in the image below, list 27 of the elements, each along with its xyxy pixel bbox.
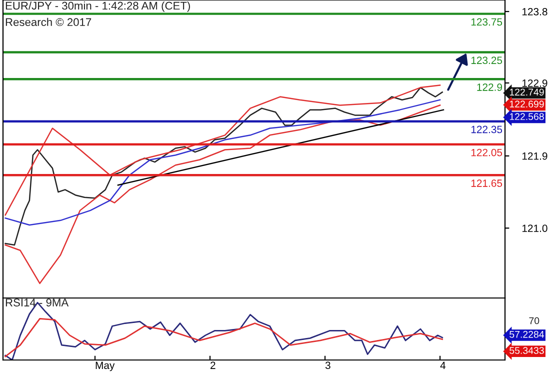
text: 122.749: [510, 88, 544, 96]
y-tick-label: 121.9: [522, 152, 548, 160]
line-series: [4, 86, 443, 246]
x-tick-label: 4: [440, 362, 446, 369]
ref-line-label: 123.25: [471, 56, 502, 64]
line-series: [4, 99, 441, 226]
ref-line-label: 121.65: [471, 180, 502, 187]
line-series: [4, 84, 441, 216]
y-tick-label: 121.0: [522, 224, 548, 232]
ref-line-label: 122.05: [471, 148, 502, 156]
ref-line-label: 122.9: [477, 84, 502, 91]
text: 122.699: [510, 100, 544, 108]
text: 55.3433: [510, 347, 544, 354]
x-tick-label: 2: [210, 362, 216, 369]
line-series: [4, 104, 441, 284]
y-tick-label: 122.9: [522, 79, 548, 87]
text: 122.568: [510, 113, 544, 120]
ref-line-label: 123.75: [471, 18, 502, 26]
y-tick-label: 123.8: [522, 8, 548, 16]
ref-line-label: 122.35: [471, 126, 502, 134]
text: Research © 2017: [6, 18, 92, 26]
text: 70: [529, 317, 540, 324]
text: 57.2284: [510, 330, 544, 338]
x-tick-label: 3: [325, 362, 330, 370]
chart-title: EUR/JPY - 30min - 1:42:28 AM (CET): [6, 1, 190, 12]
chart-title: RSI14 - 9MA: [6, 298, 69, 306]
x-tick-label: May: [96, 362, 115, 372]
